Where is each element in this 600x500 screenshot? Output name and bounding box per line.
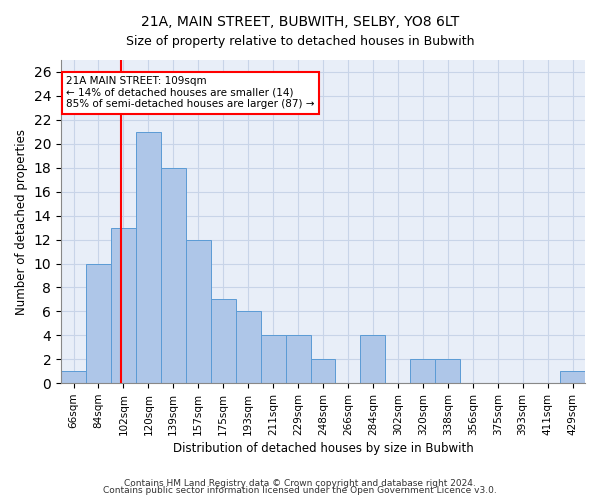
- Bar: [435, 360, 460, 383]
- Bar: [86, 264, 111, 383]
- Bar: [361, 336, 385, 383]
- Bar: [260, 336, 286, 383]
- Text: Contains HM Land Registry data © Crown copyright and database right 2024.: Contains HM Land Registry data © Crown c…: [124, 478, 476, 488]
- Text: 21A MAIN STREET: 109sqm
← 14% of detached houses are smaller (14)
85% of semi-de: 21A MAIN STREET: 109sqm ← 14% of detache…: [66, 76, 315, 110]
- Bar: [211, 300, 236, 383]
- Text: Contains public sector information licensed under the Open Government Licence v3: Contains public sector information licen…: [103, 486, 497, 495]
- Bar: [61, 371, 86, 383]
- Text: Size of property relative to detached houses in Bubwith: Size of property relative to detached ho…: [126, 35, 474, 48]
- Bar: [560, 371, 585, 383]
- Y-axis label: Number of detached properties: Number of detached properties: [15, 128, 28, 314]
- Bar: [286, 336, 311, 383]
- Bar: [161, 168, 186, 383]
- Bar: [111, 228, 136, 383]
- Bar: [410, 360, 435, 383]
- Text: 21A, MAIN STREET, BUBWITH, SELBY, YO8 6LT: 21A, MAIN STREET, BUBWITH, SELBY, YO8 6L…: [141, 15, 459, 29]
- Bar: [311, 360, 335, 383]
- X-axis label: Distribution of detached houses by size in Bubwith: Distribution of detached houses by size …: [173, 442, 473, 455]
- Bar: [186, 240, 211, 383]
- Bar: [136, 132, 161, 383]
- Bar: [236, 312, 260, 383]
